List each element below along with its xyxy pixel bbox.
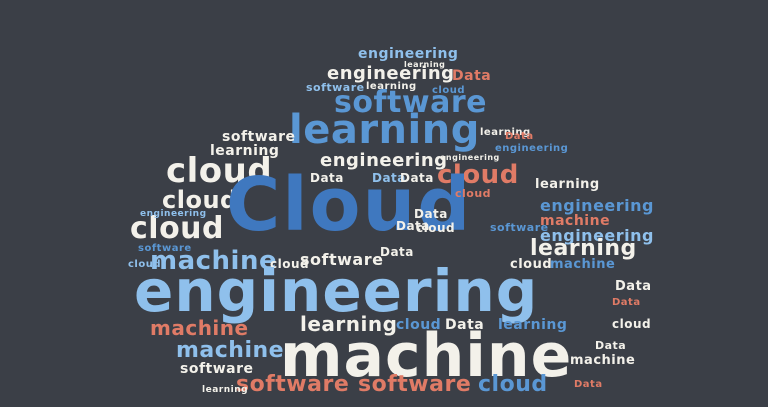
cloud-word: machine bbox=[150, 246, 278, 276]
cloud-word: Data bbox=[615, 279, 652, 294]
cloud-word: learning bbox=[535, 177, 600, 192]
cloud-word: engineering bbox=[140, 209, 207, 219]
cloud-word: cloud bbox=[130, 211, 225, 246]
cloud-word: Data bbox=[372, 171, 406, 185]
cloud-word: Data bbox=[396, 219, 430, 233]
cloud-word: learning bbox=[300, 312, 398, 336]
cloud-word: learning bbox=[289, 107, 480, 153]
cloud-word: cloud bbox=[437, 160, 519, 190]
cloud-word: cloud bbox=[455, 187, 492, 200]
cloud-word: software bbox=[138, 243, 192, 254]
cloud-word: machine bbox=[176, 338, 285, 363]
cloud-word: learning bbox=[498, 317, 568, 333]
cloud-word: Data bbox=[445, 317, 485, 333]
cloud-word: software bbox=[180, 361, 254, 377]
cloud-word: cloud bbox=[162, 186, 238, 214]
cloud-word: learning bbox=[480, 127, 531, 138]
cloud-word: learning bbox=[210, 143, 280, 159]
cloud-word: learning bbox=[366, 81, 417, 92]
cloud-word: learning bbox=[404, 60, 446, 69]
cloud-word: software bbox=[334, 85, 487, 120]
cloud-word: Data bbox=[452, 68, 492, 84]
cloud-word: software bbox=[222, 129, 296, 145]
cloud-word: engineering bbox=[495, 143, 569, 154]
cloud-word: Data bbox=[414, 207, 448, 221]
cloud-word: engineering bbox=[440, 153, 500, 162]
cloud-word: Data bbox=[400, 171, 434, 185]
cloud-word: software bbox=[490, 221, 549, 234]
cloud-word: Data bbox=[574, 379, 603, 390]
cloud-word: cloud bbox=[270, 257, 310, 271]
cloud-word: engineering bbox=[327, 63, 455, 84]
cloud-word: cloud bbox=[396, 317, 442, 333]
cloud-word: Data bbox=[380, 245, 414, 259]
cloud-word: learning bbox=[530, 236, 637, 261]
cloud-word: engineering bbox=[320, 150, 448, 171]
cloud-word: learning bbox=[202, 385, 249, 395]
cloud-word: machine bbox=[150, 316, 249, 340]
cloud-word: cloud bbox=[478, 372, 548, 397]
cloud-word: cloud bbox=[416, 221, 456, 235]
cloud-word: cloud bbox=[510, 257, 553, 272]
cloud-word: cloud bbox=[432, 85, 466, 96]
cloud-word: software bbox=[358, 372, 472, 397]
cloud-word: machine bbox=[280, 321, 573, 391]
cloud-word: engineering bbox=[540, 226, 654, 245]
cloud-word: cloud bbox=[612, 317, 652, 331]
cloud-word: Cloud bbox=[226, 162, 473, 248]
cloud-word: engineering bbox=[358, 46, 459, 62]
cloud-word: software bbox=[300, 250, 384, 269]
cloud-word: Data bbox=[595, 339, 627, 352]
cloud-word: machine bbox=[550, 257, 616, 272]
cloud-word: engineering bbox=[540, 196, 654, 215]
cloud-word: cloud bbox=[128, 259, 162, 270]
cloud-word: machine bbox=[540, 213, 611, 229]
cloud-word: Data bbox=[612, 297, 641, 308]
cloud-word: machine bbox=[570, 353, 636, 368]
cloud-word: Data bbox=[505, 131, 534, 142]
cloud-word: software bbox=[306, 81, 365, 94]
cloud-word: Data bbox=[310, 171, 344, 185]
cloud-word: software bbox=[236, 372, 350, 397]
cloud-word: engineering bbox=[134, 257, 539, 325]
cloud-word: cloud bbox=[166, 151, 273, 191]
